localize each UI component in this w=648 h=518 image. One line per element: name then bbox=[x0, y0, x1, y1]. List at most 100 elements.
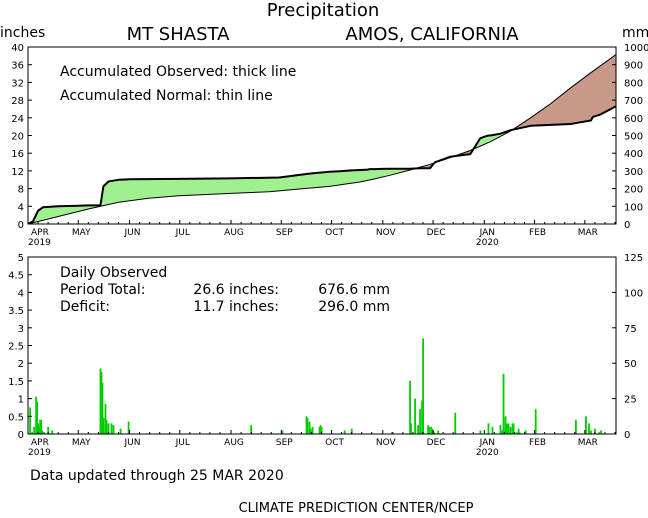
daily-bar bbox=[318, 426, 321, 434]
daily-y-tick-label: 4.5 bbox=[8, 271, 24, 282]
daily-bar bbox=[479, 430, 482, 434]
daily-bar bbox=[502, 373, 505, 434]
left-unit-label: inches bbox=[0, 25, 45, 41]
y-tick-label: 12 bbox=[11, 167, 24, 178]
daily-y-tick-label: 1 bbox=[18, 395, 24, 406]
daily-bar bbox=[309, 428, 312, 434]
accumulated-panel: 0481216202428323640010020030040050060070… bbox=[11, 43, 648, 248]
daily-bar bbox=[37, 423, 40, 434]
daily-bar bbox=[308, 421, 311, 434]
daily-bar bbox=[112, 425, 115, 434]
month-label: MAR bbox=[578, 228, 598, 238]
month-label: NOV bbox=[376, 438, 397, 448]
daily-y-tick-label: 4 bbox=[18, 288, 24, 299]
daily-bar bbox=[43, 432, 46, 434]
daily-bar bbox=[417, 425, 419, 434]
daily-bar bbox=[600, 430, 602, 434]
daily-y-tick-label: 3 bbox=[18, 324, 24, 335]
daily-bar bbox=[427, 425, 430, 434]
daily-bar bbox=[305, 416, 308, 434]
daily-y-tick-label: 0.5 bbox=[8, 412, 24, 423]
station-name: MT SHASTA bbox=[127, 24, 231, 45]
daily-bar bbox=[391, 432, 393, 434]
daily-bar bbox=[107, 423, 110, 434]
data-updated-note: Data updated through 25 MAR 2020 bbox=[30, 468, 284, 484]
y-tick-label: 16 bbox=[11, 149, 24, 160]
month-label: SEP bbox=[276, 228, 293, 238]
legend-observed: Accumulated Observed: thick line bbox=[60, 64, 296, 80]
daily-bar bbox=[36, 402, 39, 434]
month-label: APR bbox=[31, 228, 49, 238]
y-tick-label: 40 bbox=[11, 43, 24, 54]
y-right-tick-label: 300 bbox=[624, 167, 643, 178]
daily-bar bbox=[504, 416, 507, 434]
period-total-mm: 676.6 mm bbox=[318, 282, 390, 298]
y-right-tick-label: 1000 bbox=[624, 43, 648, 54]
daily-bar bbox=[512, 423, 515, 434]
daily-bar bbox=[594, 428, 596, 434]
year-label: 2019 bbox=[28, 448, 51, 458]
daily-bar bbox=[281, 430, 284, 434]
daily-y-right-tick-label: 50 bbox=[624, 359, 637, 370]
daily-bar bbox=[598, 432, 600, 434]
year-label: 2020 bbox=[476, 448, 499, 458]
daily-bar bbox=[250, 425, 253, 434]
month-label: OCT bbox=[325, 228, 344, 238]
daily-bar bbox=[41, 430, 44, 434]
accumulated-lines bbox=[28, 54, 616, 224]
daily-bar bbox=[430, 426, 433, 434]
daily-bar bbox=[421, 400, 424, 434]
daily-bar bbox=[105, 419, 108, 434]
y-tick-label: 4 bbox=[18, 202, 24, 213]
daily-bar bbox=[47, 426, 50, 434]
daily-y-tick-label: 3.5 bbox=[8, 306, 24, 317]
month-label: JAN bbox=[479, 438, 495, 448]
daily-bar bbox=[35, 396, 38, 434]
daily-y-tick-label: 0 bbox=[18, 430, 24, 441]
period-total-inches: 26.6 inches: bbox=[193, 282, 279, 298]
daily-bar bbox=[517, 428, 520, 434]
daily-bar bbox=[306, 418, 309, 434]
month-label: AUG bbox=[224, 438, 244, 448]
daily-bar bbox=[102, 418, 105, 434]
daily-bar bbox=[101, 382, 104, 434]
daily-bar bbox=[419, 409, 421, 434]
month-label: JAN bbox=[479, 228, 495, 238]
right-unit-label: mm bbox=[622, 25, 648, 41]
daily-bar bbox=[437, 430, 440, 434]
chart-title: Precipitation bbox=[267, 0, 380, 21]
month-label: FEB bbox=[529, 438, 546, 448]
daily-bar bbox=[428, 426, 431, 434]
y-right-tick-label: 900 bbox=[624, 61, 643, 72]
daily-bar bbox=[410, 423, 412, 434]
daily-y-tick-label: 2.5 bbox=[8, 342, 24, 353]
daily-bar bbox=[501, 430, 504, 434]
daily-bar bbox=[311, 426, 314, 434]
daily-bar bbox=[588, 423, 590, 434]
daily-bar bbox=[42, 432, 45, 434]
daily-y-right-tick-label: 100 bbox=[624, 288, 643, 299]
daily-bar bbox=[409, 380, 411, 434]
daily-bar bbox=[104, 403, 107, 434]
daily-bar bbox=[433, 432, 436, 434]
daily-bar bbox=[319, 425, 322, 434]
daily-bar bbox=[40, 419, 43, 434]
daily-bar bbox=[454, 412, 457, 434]
daily-bar bbox=[343, 430, 346, 434]
daily-bar bbox=[491, 426, 494, 434]
year-label: 2020 bbox=[476, 238, 499, 248]
y-right-tick-label: 500 bbox=[624, 132, 643, 143]
daily-bar bbox=[534, 409, 537, 434]
daily-bar bbox=[110, 423, 113, 434]
y-tick-label: 24 bbox=[11, 114, 24, 125]
daily-bar bbox=[515, 432, 518, 434]
month-label: OCT bbox=[325, 438, 344, 448]
daily-bar bbox=[574, 419, 577, 434]
daily-y-right-tick-label: 75 bbox=[624, 324, 637, 335]
month-label: APR bbox=[31, 438, 49, 448]
daily-bar bbox=[511, 423, 514, 434]
